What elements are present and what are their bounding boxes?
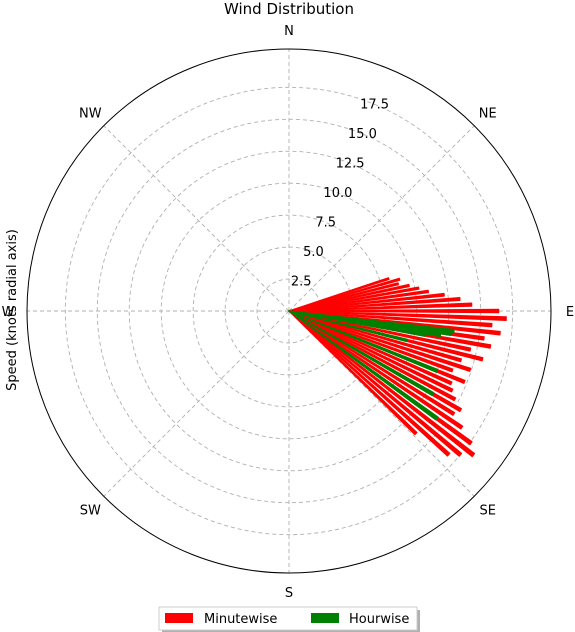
minutewise-bar-22 [288,310,454,393]
radial-tick-label-6: 17.5 [360,97,389,112]
bars-group [288,277,507,458]
minutewise-bar-2 [288,282,399,312]
hourwise-bar-7 [288,310,439,421]
minutewise-bar-11 [288,310,493,328]
direction-label-ne: NE [479,106,497,121]
minutewise-bar-21 [288,310,453,386]
direction-label-se: SE [479,504,495,519]
radial-tick-labels: 2.5 5.0 7.5 10.0 12.5 15.0 17.5 [291,97,389,289]
direction-label-e: E [566,305,574,320]
legend: Minutewise Hourwise [158,606,420,632]
minutewise-bar-23 [288,310,457,402]
minutewise-bar-25 [288,310,456,416]
minutewise-bar-5 [288,289,430,312]
radial-tick-label-4: 12.5 [336,156,365,171]
minutewise-bar-17 [288,310,463,363]
direction-label-sw: SW [80,504,101,519]
direction-label-s: S [285,586,293,601]
minutewise-bar-19 [288,310,454,373]
legend-box [158,606,418,631]
hourwise-bar-3 [288,310,426,337]
minutewise-bar-7 [288,297,461,312]
direction-label-w: W [2,305,15,320]
radial-tick-label-0: 2.5 [291,275,312,290]
grid-spoke-5 [103,310,290,497]
hourwise-bar-5 [288,310,439,373]
grid-spoke-7 [103,125,290,312]
radial-tick-label-5: 15.0 [348,127,377,142]
minutewise-bar-6 [288,292,445,312]
minutewise-bar-0 [288,277,390,312]
hourwise-bar-6 [288,310,435,397]
minutewise-bar-18 [288,310,472,372]
radial-tick-label-3: 10.0 [323,186,352,201]
minutewise-bar-1 [288,277,401,312]
legend-swatch-hourwise [311,613,339,623]
legend-swatch-minutewise [165,613,193,623]
minutewise-bar-30 [288,310,451,457]
legend-label-hourwise: Hourwise [349,612,409,627]
minutewise-bar-9 [288,308,500,314]
radial-tick-label-1: 5.0 [303,245,324,260]
direction-label-n: N [284,24,294,39]
minutewise-bar-29 [288,310,463,457]
minutewise-bar-4 [288,286,420,312]
grid-spoke-1 [288,125,475,312]
minutewise-bar-31 [288,310,418,436]
minutewise-bar-10 [288,310,507,321]
minutewise-bar-3 [288,283,410,312]
minutewise-bar-28 [288,310,476,458]
y-axis-label: Speed (knots radial axis) [5,229,20,391]
direction-labels: N NE E SE S SW W NW [2,24,575,601]
direction-label-nw: NW [79,106,102,121]
radial-tick-label-2: 7.5 [315,215,336,230]
minutewise-bar-26 [288,310,464,430]
minutewise-bar-15 [288,310,472,352]
grid-circle-6 [64,86,514,536]
minutewise-bar-8 [288,302,473,312]
legend-label-minutewise: Minutewise [204,612,277,627]
hourwise-bar-4 [288,310,408,343]
chart-title: Wind Distribution [224,0,354,18]
outer-circle [26,48,552,574]
